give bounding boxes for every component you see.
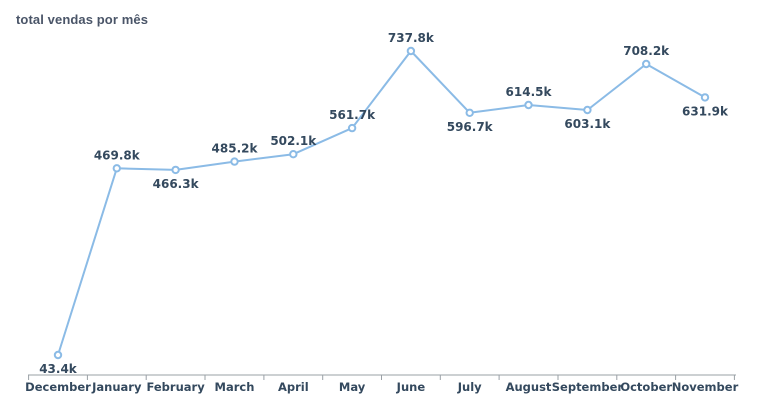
data-point xyxy=(347,123,357,133)
data-label: 485.2k xyxy=(212,142,259,156)
data-point xyxy=(406,46,416,56)
x-tick-label: March xyxy=(215,380,255,394)
data-label: 596.7k xyxy=(447,120,494,134)
x-tick-label: February xyxy=(146,380,205,394)
x-tick-label: April xyxy=(278,380,309,394)
data-point xyxy=(700,93,710,102)
data-points xyxy=(53,46,710,360)
x-tick-label: September xyxy=(552,380,624,394)
data-point xyxy=(465,108,474,118)
data-point xyxy=(53,350,63,360)
data-label: 469.8k xyxy=(94,148,141,162)
data-label: 603.1k xyxy=(564,117,611,131)
data-point xyxy=(289,150,298,159)
data-label: 737.8k xyxy=(388,31,435,45)
x-tick-label: June xyxy=(396,380,426,394)
data-point xyxy=(171,165,180,175)
data-label: 561.7k xyxy=(329,108,376,122)
data-label: 708.2k xyxy=(623,44,670,58)
x-tick-label: August xyxy=(506,380,552,394)
data-point xyxy=(112,164,122,173)
data-point xyxy=(524,100,533,110)
x-tick-label: July xyxy=(457,380,482,394)
x-axis-ticks xyxy=(28,375,735,380)
x-tick-label: October xyxy=(620,380,672,394)
x-tick-label: January xyxy=(91,380,142,394)
data-label: 614.5k xyxy=(506,85,553,99)
x-tick-label: May xyxy=(339,380,366,394)
x-tick-label: December xyxy=(25,380,91,394)
data-label: 466.3k xyxy=(153,177,200,191)
chart-title: total vendas por mês xyxy=(16,12,149,27)
x-tick-label: November xyxy=(672,380,739,394)
data-label: 43.4k xyxy=(39,362,78,376)
data-label: 631.9k xyxy=(682,104,729,118)
data-point xyxy=(642,59,651,69)
data-label: 502.1k xyxy=(270,134,317,148)
data-labels: 43.4k 469.8k 466.3k 485.2k 502.1k 561.7k 737.8… xyxy=(39,31,729,376)
data-point xyxy=(230,157,239,166)
data-point xyxy=(583,105,592,115)
series-line xyxy=(57,50,706,356)
x-tick-labels: December January February March April May June… xyxy=(25,380,738,394)
